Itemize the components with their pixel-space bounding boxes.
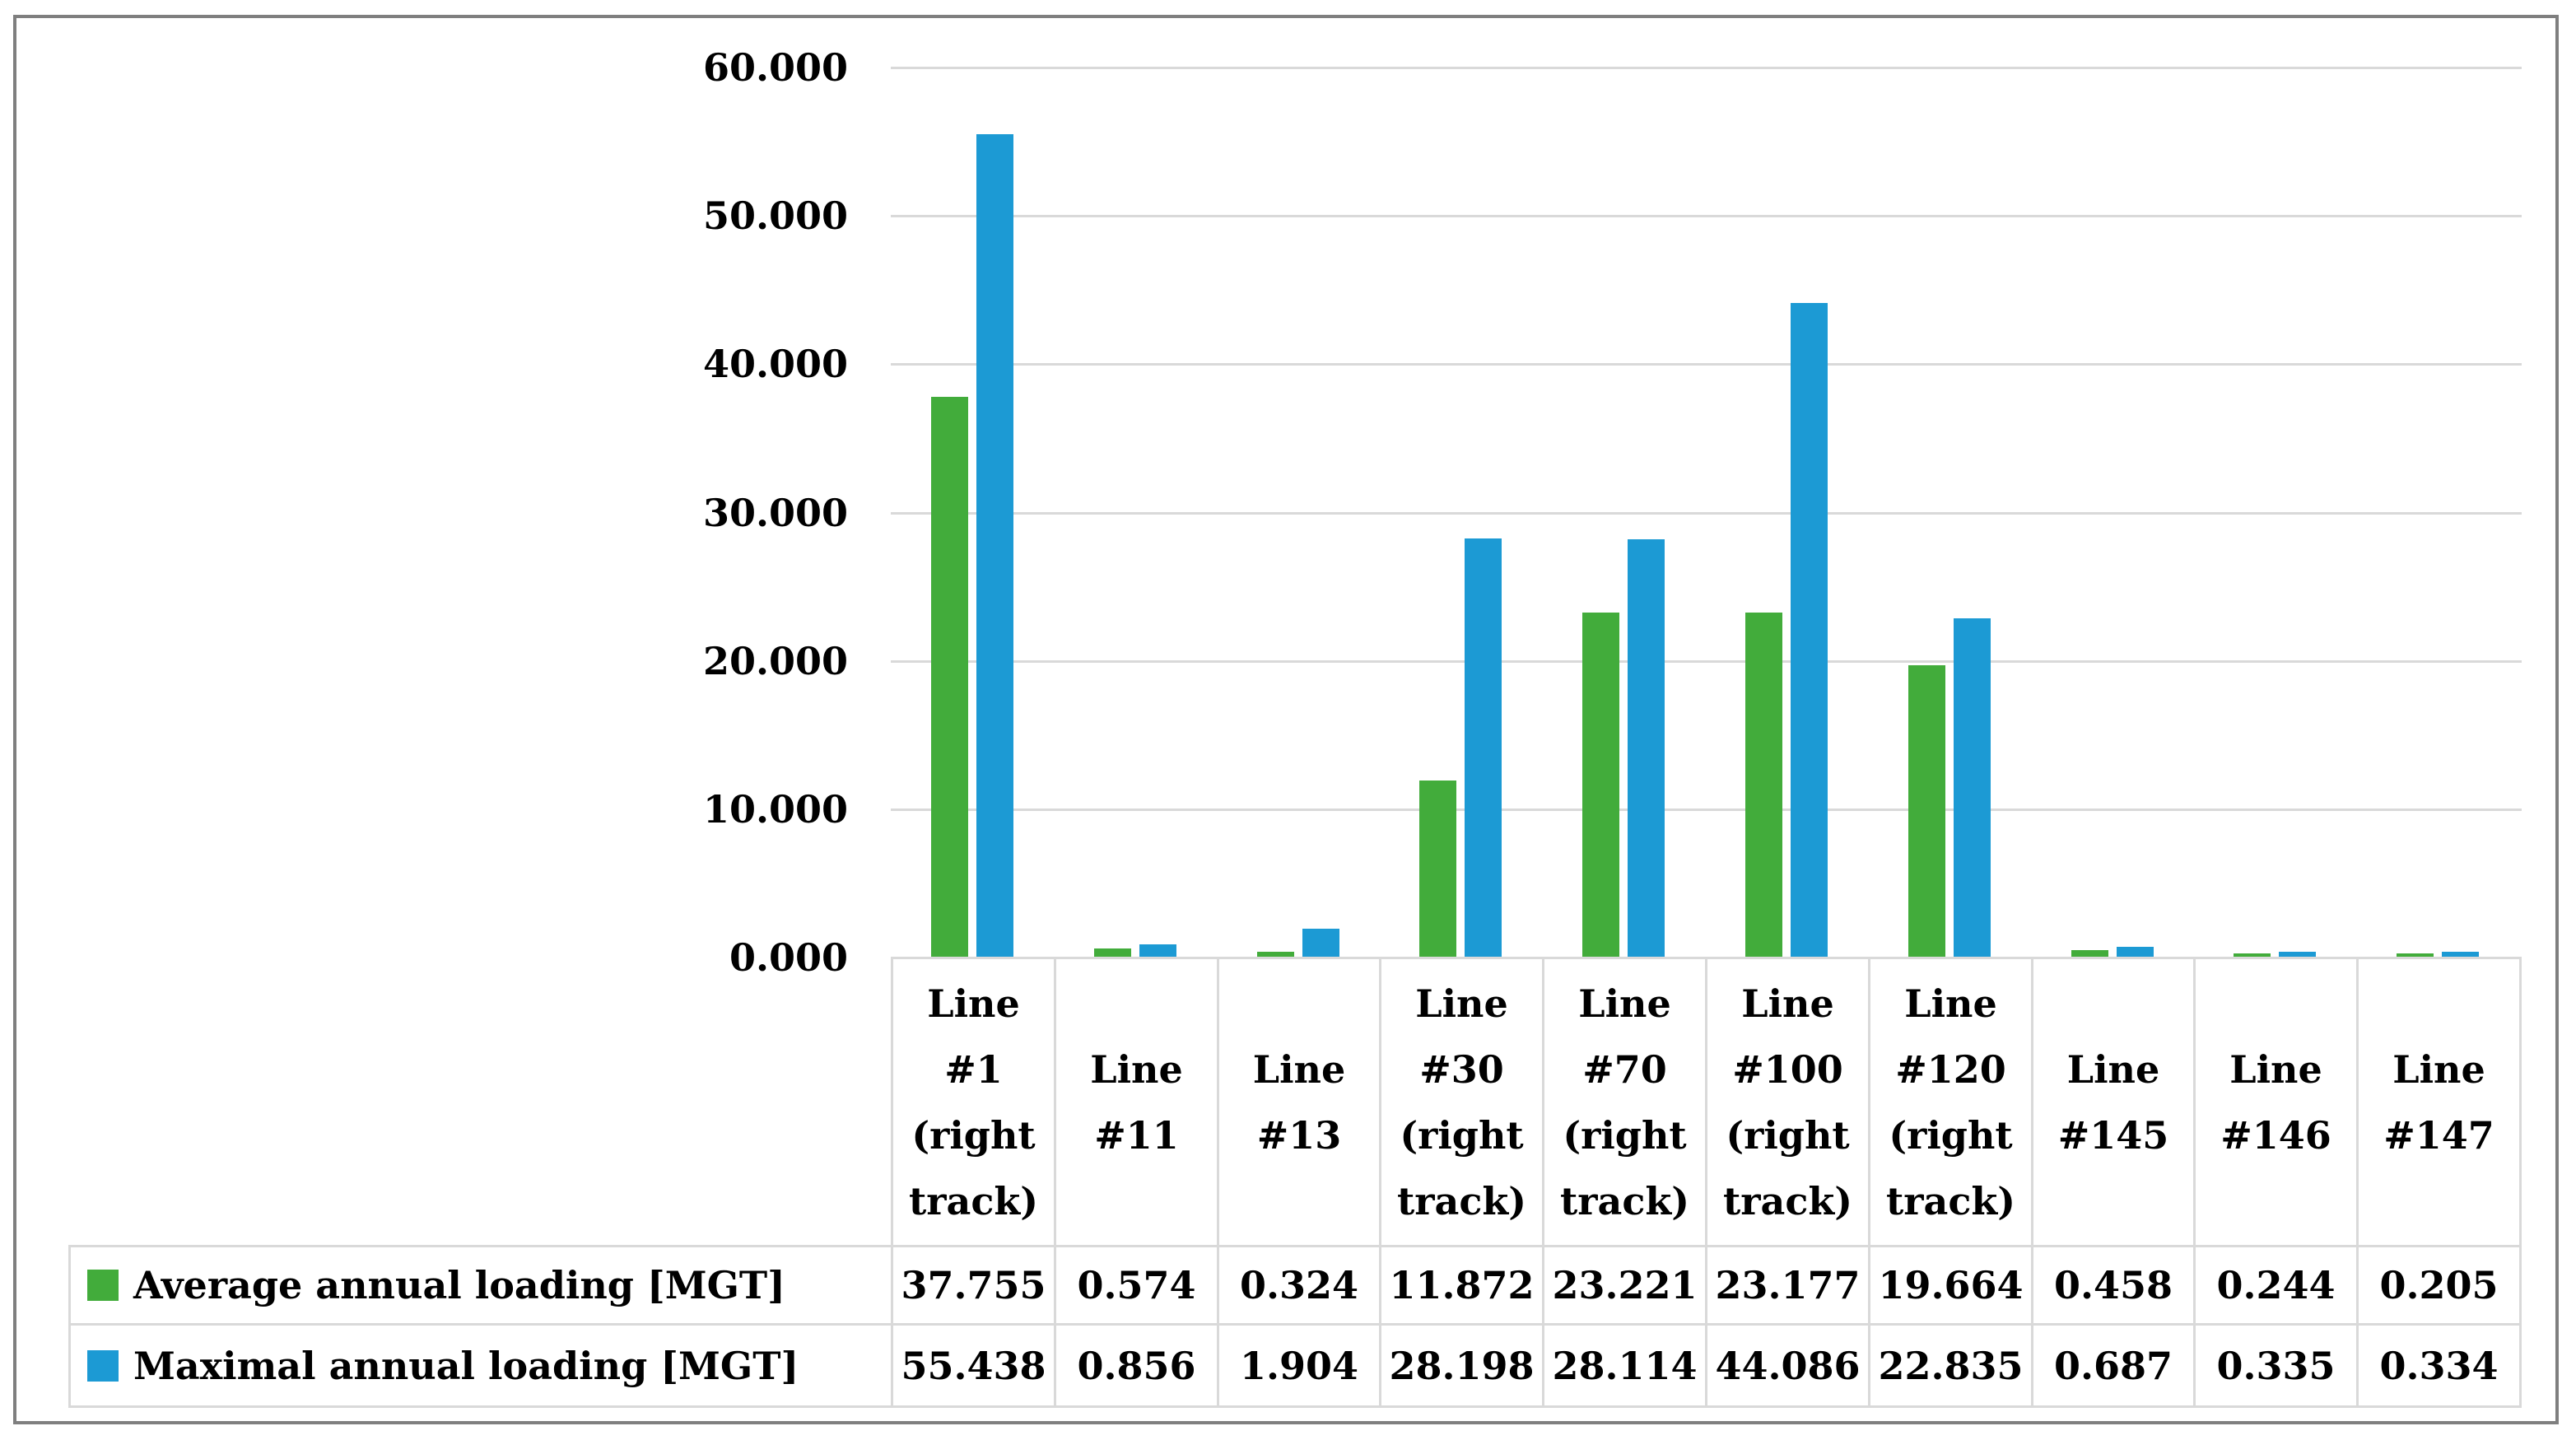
bar [2279, 952, 2316, 957]
y-axis-tick-label: 30.000 [702, 491, 848, 535]
value-cell: 0.335 [2193, 1323, 2359, 1408]
gridline [891, 215, 2522, 217]
y-axis-tick-label: 60.000 [702, 45, 848, 90]
value-cell: 28.114 [1542, 1323, 1707, 1408]
bar [2117, 947, 2154, 957]
bar [1419, 781, 1456, 957]
value-cell: 37.755 [891, 1245, 1056, 1326]
value-cell: 0.574 [1054, 1245, 1219, 1326]
value-cell: 0.334 [2356, 1323, 2522, 1408]
value-cell: 0.856 [1054, 1323, 1219, 1408]
bar [1465, 538, 1502, 957]
legend-cell-maximal: Maximal annual loading [MGT] [68, 1323, 893, 1408]
category-cell: Line #70 (right track) [1542, 957, 1707, 1247]
y-axis-tick-label: 20.000 [702, 639, 848, 683]
category-cell: Line #13 [1217, 957, 1381, 1247]
bar [1094, 948, 1131, 957]
value-cell: 11.872 [1379, 1245, 1544, 1326]
value-cell: 0.687 [2031, 1323, 2196, 1408]
value-cell: 0.458 [2031, 1245, 2196, 1326]
bar [1302, 929, 1339, 957]
bar [2071, 950, 2108, 957]
value-cell: 55.438 [891, 1323, 1056, 1408]
value-cell: 0.205 [2356, 1245, 2522, 1326]
legend-swatch-average-icon [87, 1270, 119, 1301]
y-axis-tick-label: 40.000 [702, 342, 848, 386]
category-cell: Line #145 [2031, 957, 2196, 1247]
bar [931, 397, 968, 957]
gridline [891, 363, 2522, 366]
gridline [891, 512, 2522, 515]
value-cell: 1.904 [1217, 1323, 1381, 1408]
category-cell: Line #30 (right track) [1379, 957, 1544, 1247]
category-cell: Line #1 (right track) [891, 957, 1056, 1247]
bar [2397, 953, 2434, 957]
category-cell: Line #11 [1054, 957, 1219, 1247]
gridline [891, 67, 2522, 69]
y-axis-tick-label: 10.000 [702, 787, 848, 832]
bar [1257, 952, 1294, 957]
category-cell: Line #147 [2356, 957, 2522, 1247]
value-cell: 23.177 [1705, 1245, 1870, 1326]
category-cell: Line #146 [2193, 957, 2359, 1247]
bar [1745, 613, 1782, 957]
legend-swatch-maximal-icon [87, 1349, 119, 1382]
value-cell: 44.086 [1705, 1323, 1870, 1408]
value-cell: 0.244 [2193, 1245, 2359, 1326]
legend-cell-average: Average annual loading [MGT] [68, 1245, 893, 1326]
value-cell: 19.664 [1868, 1245, 2033, 1326]
bar [2442, 952, 2479, 957]
chart-frame [13, 15, 2559, 1424]
bar [1582, 613, 1619, 957]
bar [1791, 303, 1828, 957]
bar [1628, 539, 1665, 957]
category-cell: Line #100 (right track) [1705, 957, 1870, 1247]
category-cell: Line #120 (right track) [1868, 957, 2033, 1247]
gridline [891, 809, 2522, 811]
value-cell: 22.835 [1868, 1323, 2033, 1408]
value-cell: 0.324 [1217, 1245, 1381, 1326]
value-cell: 28.198 [1379, 1323, 1544, 1408]
legend-label-average: Average annual loading [MGT] [133, 1263, 785, 1307]
bar [1954, 618, 1991, 957]
legend-label-maximal: Maximal annual loading [MGT] [133, 1343, 799, 1388]
y-axis-tick-label: 0.000 [729, 935, 848, 980]
gridline [891, 660, 2522, 663]
bar [1908, 665, 1945, 957]
bar [2234, 953, 2271, 957]
value-cell: 23.221 [1542, 1245, 1707, 1326]
bar [976, 134, 1013, 957]
y-axis-tick-label: 50.000 [702, 193, 848, 238]
bar [1139, 944, 1176, 957]
